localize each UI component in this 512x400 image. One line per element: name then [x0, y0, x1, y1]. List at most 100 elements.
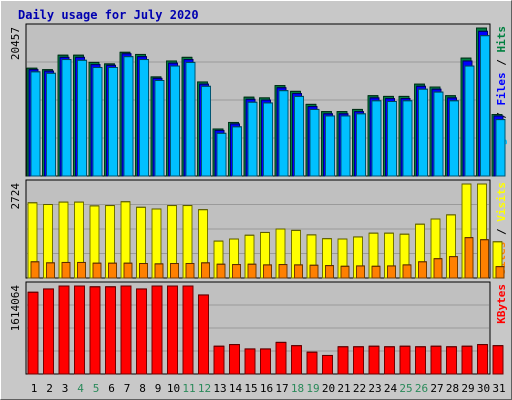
bar-sites-day-10 — [170, 263, 179, 279]
bar-pages-day-22 — [356, 113, 366, 177]
bar-kbytes-day-6 — [105, 286, 116, 375]
bar-pages-day-1 — [30, 71, 41, 177]
bar-sites-day-21 — [340, 265, 350, 279]
bar-sites-day-11 — [185, 263, 195, 279]
bar-kbytes-day-10 — [167, 285, 178, 375]
bar-kbytes-day-18 — [291, 345, 302, 375]
bar-pages-day-25 — [402, 100, 413, 177]
bar-kbytes-day-31 — [492, 345, 504, 375]
bar-pages-day-5 — [92, 66, 103, 177]
bar-kbytes-day-16 — [260, 348, 271, 375]
bar-kbytes-day-7 — [120, 285, 132, 375]
x-tick-label-day-13: 13 — [213, 382, 226, 395]
bar-kbytes-day-29 — [461, 345, 473, 375]
x-tick-label-day-4: 4 — [77, 382, 84, 395]
bar-sites-day-22 — [356, 265, 365, 279]
x-tick-label-day-15: 15 — [244, 382, 257, 395]
bar-pages-day-30 — [480, 35, 490, 177]
bar-kbytes-day-12 — [198, 294, 209, 375]
panel-middle-max-label: 2724 — [9, 183, 22, 210]
panel-top-max-label: 20457 — [9, 27, 22, 60]
bar-kbytes-day-20 — [322, 354, 333, 375]
x-tick-label-day-25: 25 — [399, 382, 412, 395]
legend-entry: Hits — [495, 26, 508, 53]
bar-sites-day-9 — [154, 263, 164, 279]
x-tick-label-day-2: 2 — [46, 382, 53, 395]
bar-pages-day-6 — [108, 66, 118, 177]
bar-sites-day-3 — [61, 261, 71, 279]
x-tick-label-day-9: 9 — [155, 382, 162, 395]
plot-layer: 20457Pages / Files / Hits2724Sites / Vis… — [9, 23, 508, 395]
bar-sites-day-17 — [278, 264, 288, 279]
x-tick-label-day-26: 26 — [415, 382, 428, 395]
bar-pages-day-18 — [294, 95, 304, 177]
bar-sites-day-15 — [247, 263, 257, 279]
bar-kbytes-day-14 — [229, 344, 240, 375]
x-tick-label-day-19: 19 — [306, 382, 319, 395]
legend-entry: / — [495, 222, 508, 242]
bar-kbytes-day-2 — [43, 288, 54, 375]
bar-sites-day-7 — [123, 262, 133, 279]
bar-pages-day-4 — [77, 59, 87, 177]
bar-sites-day-28 — [449, 256, 458, 279]
bar-kbytes-day-8 — [136, 288, 147, 375]
bar-pages-day-3 — [61, 59, 72, 177]
bar-sites-day-23 — [371, 265, 381, 279]
bar-pages-day-10 — [170, 65, 180, 177]
bar-kbytes-day-13 — [213, 345, 225, 375]
bar-pages-day-13 — [216, 132, 227, 177]
bar-sites-day-12 — [201, 262, 210, 279]
bar-sites-day-26 — [418, 261, 427, 279]
x-tick-label-day-28: 28 — [446, 382, 459, 395]
x-tick-label-day-20: 20 — [322, 382, 335, 395]
bar-pages-day-7 — [123, 56, 134, 177]
bar-sites-day-29 — [464, 237, 474, 279]
x-tick-label-day-31: 31 — [492, 382, 505, 395]
bar-sites-day-6 — [108, 262, 117, 279]
bar-sites-day-13 — [216, 263, 226, 279]
bar-kbytes-day-3 — [58, 285, 70, 375]
legend-entry: / — [495, 53, 508, 73]
x-tick-label-day-10: 10 — [167, 382, 180, 395]
bar-sites-day-30 — [480, 239, 489, 279]
bar-pages-day-12 — [201, 85, 211, 177]
bar-kbytes-day-5 — [89, 286, 101, 375]
panel-bottom-max-label: 1614064 — [9, 285, 22, 332]
x-tick-label-day-1: 1 — [31, 382, 38, 395]
bar-sites-day-1 — [30, 261, 40, 279]
x-tick-label-day-18: 18 — [291, 382, 304, 395]
bar-pages-day-8 — [139, 59, 149, 177]
x-tick-label-day-22: 22 — [353, 382, 366, 395]
bar-sites-day-2 — [46, 262, 55, 279]
x-tick-label-day-21: 21 — [337, 382, 350, 395]
bar-kbytes-day-19 — [306, 351, 318, 375]
bar-kbytes-day-26 — [415, 346, 426, 375]
x-tick-label-day-23: 23 — [368, 382, 381, 395]
legend-entry: Files — [495, 72, 508, 105]
bar-kbytes-day-25 — [399, 345, 411, 375]
chart-title: Daily usage for July 2020 — [18, 8, 199, 22]
x-tick-label-day-7: 7 — [124, 382, 131, 395]
bar-kbytes-day-28 — [446, 346, 457, 375]
bar-kbytes-day-1 — [27, 291, 39, 375]
bar-kbytes-day-24 — [384, 346, 395, 375]
x-tick-label-day-3: 3 — [62, 382, 69, 395]
bar-pages-day-2 — [46, 72, 56, 177]
x-tick-label-day-27: 27 — [430, 382, 443, 395]
bar-pages-day-20 — [325, 115, 335, 177]
bar-kbytes-day-21 — [337, 346, 349, 375]
bar-pages-day-27 — [433, 91, 444, 177]
bar-sites-day-8 — [139, 263, 148, 279]
bar-pages-day-28 — [449, 100, 459, 177]
legend-entry: Visits — [495, 182, 508, 222]
x-tick-label-day-8: 8 — [139, 382, 146, 395]
bar-pages-day-14 — [232, 126, 242, 177]
bar-kbytes-day-30 — [477, 344, 488, 375]
bar-sites-day-4 — [77, 261, 86, 279]
bar-kbytes-day-4 — [74, 285, 85, 375]
bar-sites-day-18 — [294, 264, 303, 279]
bar-sites-day-24 — [387, 265, 396, 279]
bar-pages-day-9 — [154, 80, 165, 177]
panel-bottom-legend: KBytes — [495, 284, 508, 324]
